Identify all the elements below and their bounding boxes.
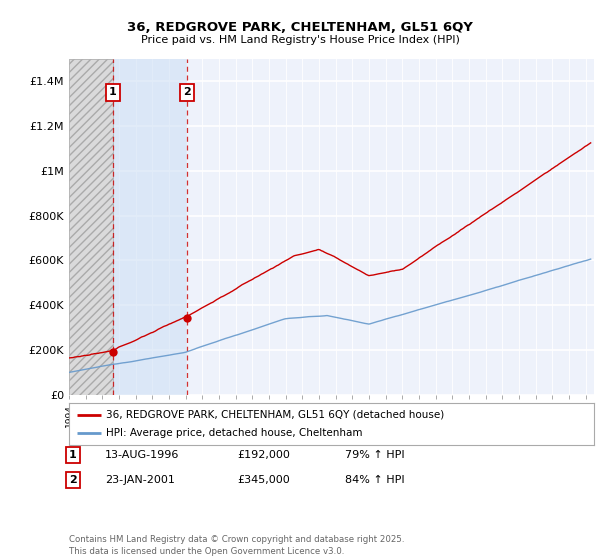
Text: 84% ↑ HPI: 84% ↑ HPI xyxy=(345,475,404,485)
Text: 36, REDGROVE PARK, CHELTENHAM, GL51 6QY (detached house): 36, REDGROVE PARK, CHELTENHAM, GL51 6QY … xyxy=(106,410,444,420)
Text: 36, REDGROVE PARK, CHELTENHAM, GL51 6QY: 36, REDGROVE PARK, CHELTENHAM, GL51 6QY xyxy=(127,21,473,34)
Text: 23-JAN-2001: 23-JAN-2001 xyxy=(105,475,175,485)
Text: HPI: Average price, detached house, Cheltenham: HPI: Average price, detached house, Chel… xyxy=(106,428,362,438)
Text: £192,000: £192,000 xyxy=(237,450,290,460)
Bar xyxy=(69,59,113,395)
Text: 2: 2 xyxy=(183,87,191,97)
Text: 1: 1 xyxy=(69,450,77,460)
Text: 13-AUG-1996: 13-AUG-1996 xyxy=(105,450,179,460)
Bar xyxy=(113,59,187,395)
Text: 2: 2 xyxy=(69,475,77,485)
Text: 79% ↑ HPI: 79% ↑ HPI xyxy=(345,450,404,460)
Text: £345,000: £345,000 xyxy=(237,475,290,485)
Text: Price paid vs. HM Land Registry's House Price Index (HPI): Price paid vs. HM Land Registry's House … xyxy=(140,35,460,45)
Text: 1: 1 xyxy=(109,87,116,97)
Text: Contains HM Land Registry data © Crown copyright and database right 2025.
This d: Contains HM Land Registry data © Crown c… xyxy=(69,535,404,556)
Bar xyxy=(69,59,113,395)
